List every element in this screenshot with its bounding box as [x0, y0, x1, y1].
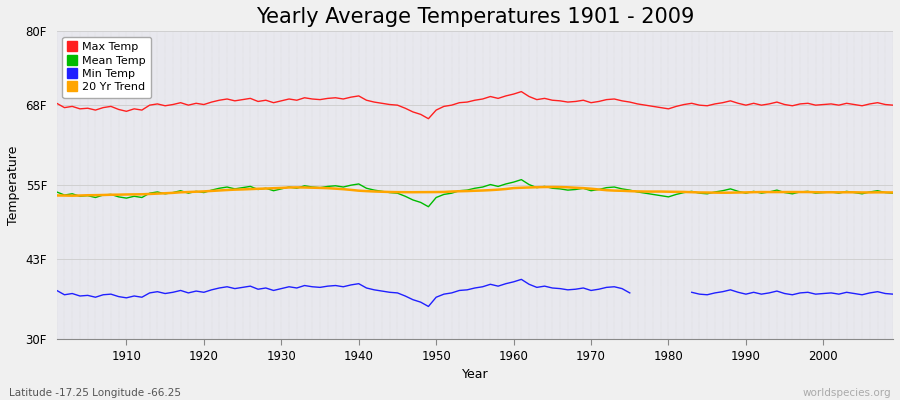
- Legend: Max Temp, Mean Temp, Min Temp, 20 Yr Trend: Max Temp, Mean Temp, Min Temp, 20 Yr Tre…: [62, 37, 151, 98]
- Text: Latitude -17.25 Longitude -66.25: Latitude -17.25 Longitude -66.25: [9, 388, 181, 398]
- Text: worldspecies.org: worldspecies.org: [803, 388, 891, 398]
- X-axis label: Year: Year: [462, 368, 488, 381]
- Title: Yearly Average Temperatures 1901 - 2009: Yearly Average Temperatures 1901 - 2009: [256, 7, 694, 27]
- Y-axis label: Temperature: Temperature: [7, 146, 20, 225]
